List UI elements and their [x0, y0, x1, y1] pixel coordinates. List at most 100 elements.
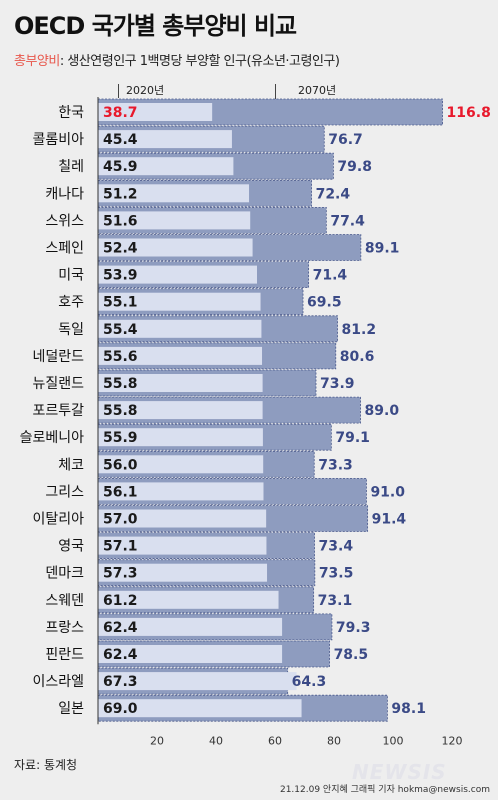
value-2070-스위스: 77.4 [330, 213, 365, 229]
bar-2020-독일 [98, 319, 262, 338]
value-2070-이스라엘: 64.3 [292, 674, 327, 690]
bar-2020-스웨덴 [98, 590, 279, 609]
value-2020-콜롬비아: 45.4 [103, 132, 138, 148]
category-label: 슬로베니아 [20, 430, 85, 446]
category-label: 영국 [58, 539, 84, 555]
value-2020-네덜란드: 55.6 [103, 349, 138, 365]
value-2020-그리스: 56.1 [103, 484, 138, 500]
value-2020-일본: 69.0 [103, 701, 138, 717]
legend-2020-pointer [118, 84, 119, 98]
value-2020-영국: 57.1 [103, 539, 138, 555]
value-2070-체코: 73.3 [318, 457, 353, 473]
value-2070-핀란드: 78.5 [334, 647, 369, 663]
value-2070-캐나다: 72.4 [316, 186, 351, 202]
bar-2020-일본 [98, 699, 302, 718]
value-2020-덴마크: 57.3 [103, 566, 138, 582]
value-2020-스웨덴: 61.2 [103, 593, 138, 609]
value-2070-칠레: 79.8 [337, 159, 372, 175]
category-label: 미국 [58, 268, 84, 284]
value-2070-네덜란드: 80.6 [340, 349, 375, 365]
value-2020-한국: 38.7 [103, 105, 138, 121]
value-2070-스페인: 89.1 [365, 241, 400, 257]
value-2020-스페인: 52.4 [103, 241, 138, 257]
subtitle-highlight: 총부양비 [14, 54, 60, 69]
bar-2020-뉴질랜드 [98, 374, 263, 392]
category-label: 일본 [58, 701, 84, 717]
value-2020-핀란드: 62.4 [103, 647, 138, 663]
value-2020-칠레: 45.9 [103, 159, 138, 175]
bar-2020-포르투갈 [98, 401, 263, 420]
category-label: 호주 [58, 295, 84, 311]
category-label: 캐나다 [45, 186, 84, 202]
category-label: 한국 [58, 105, 84, 121]
bar-2020-호주 [98, 292, 261, 311]
x-tick-label: 60 [268, 734, 282, 747]
value-2070-영국: 73.4 [319, 539, 354, 555]
value-2070-호주: 69.5 [307, 295, 342, 311]
credit-line: 21.12.09 안지혜 그래픽 기자 hokma@newsis.com [279, 785, 490, 795]
value-2070-콜롬비아: 76.7 [328, 132, 363, 148]
value-2070-일본: 98.1 [391, 701, 426, 717]
category-label: 콜롬비아 [32, 132, 84, 148]
x-tick-label: 100 [383, 734, 404, 747]
bar-2020-미국 [98, 265, 258, 284]
chart-subtitle: 총부양비: 생산연령인구 1백명당 부양할 인구(유소년·고령인구) [14, 50, 340, 69]
category-label: 스웨덴 [45, 593, 84, 609]
x-tick-label: 20 [150, 734, 164, 747]
value-2020-독일: 55.4 [103, 322, 138, 338]
value-2070-스웨덴: 73.1 [318, 593, 353, 609]
bar-2020-네덜란드 [98, 346, 263, 365]
value-2020-프랑스: 62.4 [103, 620, 138, 636]
value-2020-슬로베니아: 55.9 [103, 430, 138, 446]
legend-2070-pointer [275, 84, 276, 108]
value-2020-체코: 56.0 [103, 457, 138, 473]
x-tick-label: 40 [209, 734, 223, 747]
value-2070-그리스: 91.0 [370, 484, 405, 500]
category-label: 그리스 [45, 484, 84, 500]
bar-2020-프랑스 [98, 617, 283, 636]
subtitle-text: : 생산연령인구 1백명당 부양할 인구(유소년·고령인구) [59, 54, 340, 69]
value-2020-포르투갈: 55.8 [103, 403, 138, 419]
legend-2020: 2020년 [126, 84, 165, 97]
bar-2020-핀란드 [98, 645, 283, 663]
bar-2020-스페인 [98, 238, 253, 257]
bar-2020-한국 [98, 103, 213, 121]
bar-2020-덴마크 [98, 563, 268, 582]
bar-2020-체코 [98, 455, 264, 474]
value-2020-캐나다: 51.2 [103, 186, 138, 202]
value-2070-이탈리아: 91.4 [372, 512, 407, 528]
category-label: 스페인 [45, 241, 84, 257]
chart-title: OECD 국가별 총부양비 비교 [14, 12, 297, 40]
category-label: 포르투갈 [32, 403, 84, 419]
bar-2020-콜롬비아 [98, 130, 232, 149]
value-2070-한국: 116.8 [447, 105, 491, 121]
value-2020-이스라엘: 67.3 [103, 674, 138, 690]
value-2070-뉴질랜드: 73.9 [320, 376, 355, 392]
category-label: 칠레 [58, 159, 84, 175]
value-2020-뉴질랜드: 55.8 [103, 376, 138, 392]
value-2020-스위스: 51.6 [103, 213, 138, 229]
bar-2020-칠레 [98, 157, 234, 176]
bar-2020-이탈리아 [98, 509, 267, 528]
value-2020-이탈리아: 57.0 [103, 512, 138, 528]
value-2070-독일: 81.2 [342, 322, 377, 338]
source-note: 자료: 통계청 [14, 758, 78, 772]
value-2070-포르투갈: 89.0 [365, 403, 400, 419]
category-label: 스위스 [45, 213, 84, 229]
x-tick-label: 80 [327, 734, 341, 747]
value-2070-프랑스: 79.3 [336, 620, 371, 636]
value-2070-덴마크: 73.5 [319, 566, 354, 582]
bar-2020-슬로베니아 [98, 428, 263, 447]
category-label: 이탈리아 [32, 512, 84, 528]
newsis-logo: NEWSIS [352, 760, 447, 784]
bar-2020-그리스 [98, 482, 264, 501]
category-label: 프랑스 [45, 620, 84, 636]
category-label: 뉴질랜드 [32, 376, 84, 392]
category-label: 체코 [58, 457, 84, 473]
category-label: 덴마크 [45, 566, 84, 582]
category-label: 핀란드 [45, 647, 84, 663]
category-label: 네덜란드 [32, 349, 84, 365]
value-2070-미국: 71.4 [313, 268, 348, 284]
value-2020-미국: 53.9 [103, 268, 138, 284]
